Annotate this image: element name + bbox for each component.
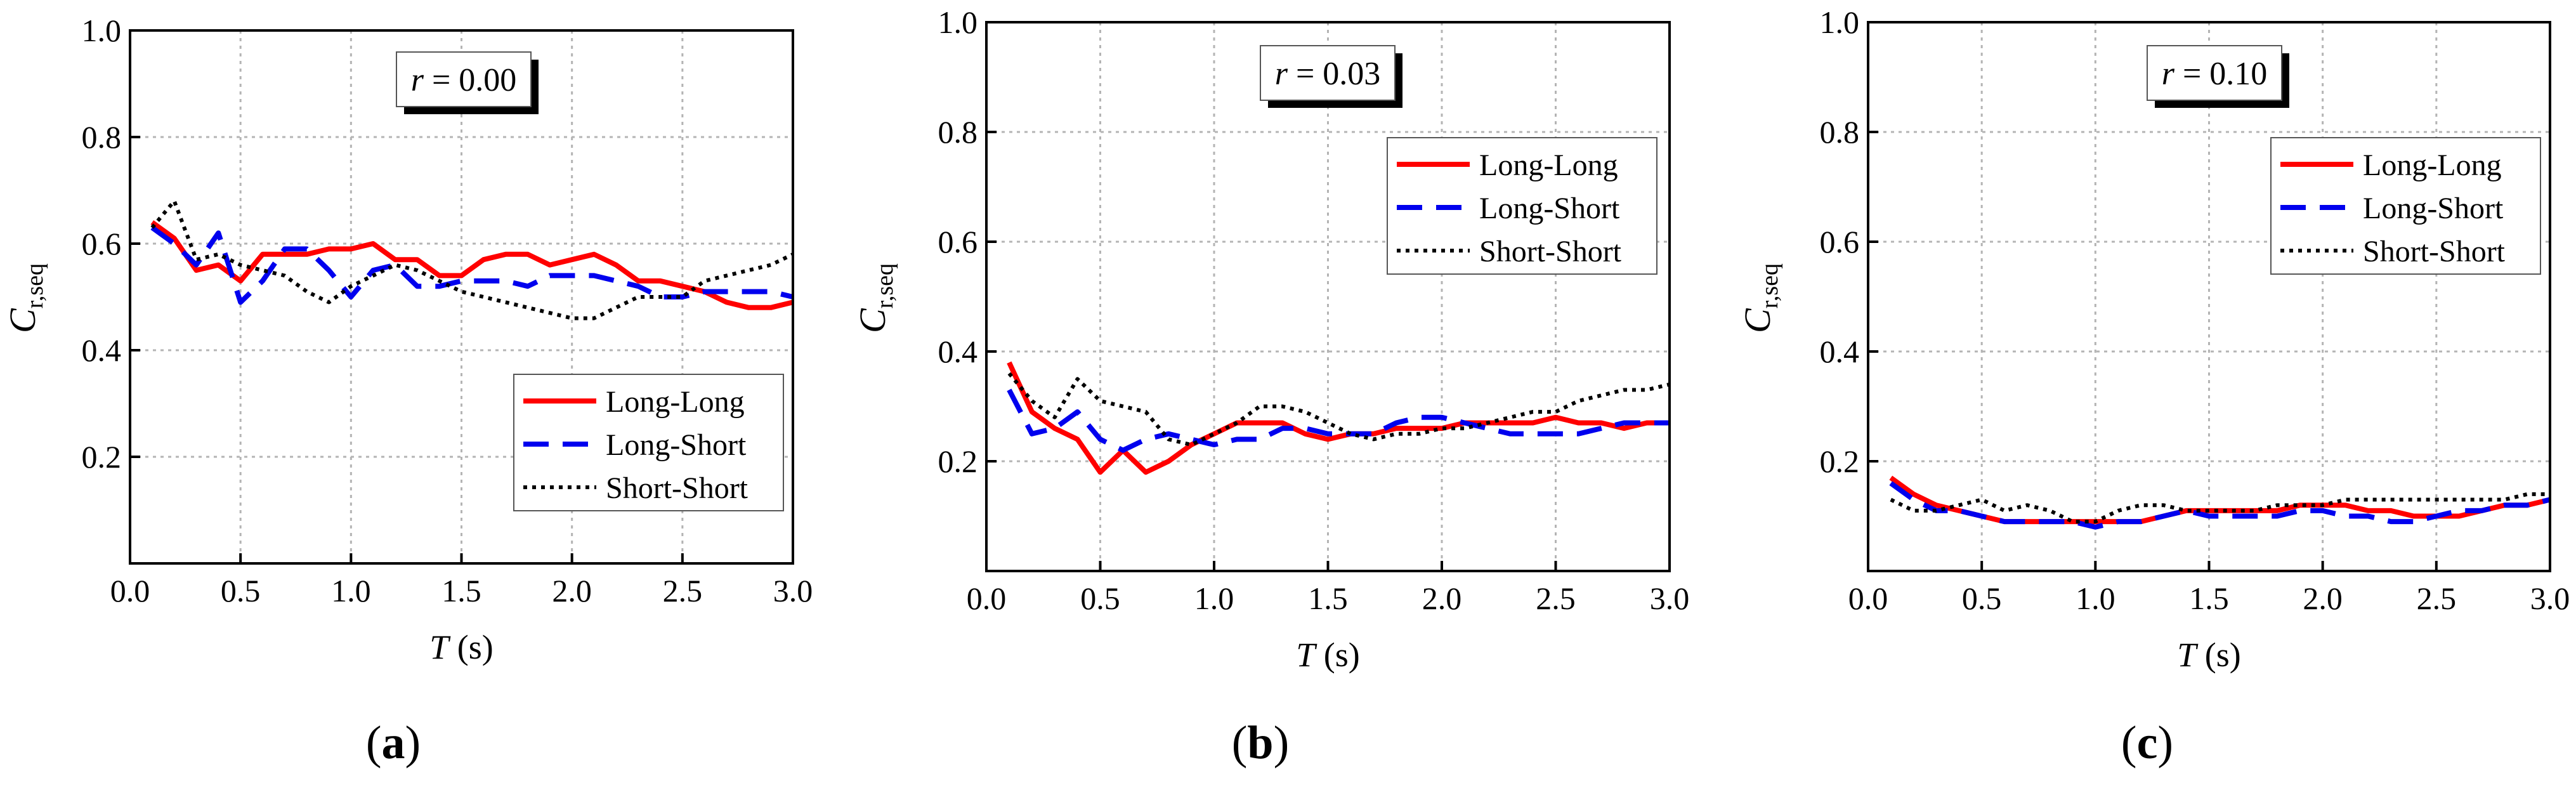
x-axis-label: T (s)	[429, 628, 494, 666]
legend-box	[513, 374, 784, 511]
y-tick-label: 1.0	[1820, 4, 1860, 40]
panel-label: (b)	[1232, 717, 1289, 769]
x-tick-label: 2.5	[2417, 581, 2457, 616]
y-tick-label: 0.4	[1820, 334, 1860, 369]
legend-box	[2270, 137, 2541, 275]
x-tick-label: 1.5	[1308, 581, 1348, 616]
x-tick-label: 1.0	[1194, 581, 1234, 616]
x-tick-label: 0.0	[967, 581, 1007, 616]
chart-panel-1: 0.0 0.5 1.0 1.5 2.0 2.5 3.0 0.2 0.4 0.6 0.8 1.0 T (s…	[2, 13, 813, 666]
x-tick-label: 1.5	[2189, 581, 2229, 616]
y-tick-label: 0.2	[82, 439, 122, 475]
series-line-long-long	[1007, 361, 1670, 475]
y-tick-label: 1.0	[938, 4, 978, 40]
legend-label-short-short: Short-Short	[606, 471, 749, 505]
legend-label-long-short: Long-Short	[1479, 192, 1620, 225]
chart-panel-3: 0.0 0.5 1.0 1.5 2.0 2.5 3.0 0.2 0.4 0.6 0.8 1.0 T (s…	[1737, 4, 2570, 674]
y-axis-label: Cr,seq	[1737, 263, 1783, 333]
annotation-box	[1260, 45, 1396, 101]
panel-label: (c)	[2121, 717, 2173, 769]
x-axis-label: T (s)	[1296, 636, 1360, 674]
legend-box	[1387, 137, 1657, 275]
x-tick-label: 3.0	[2530, 581, 2570, 616]
x-tick-label: 3.0	[1650, 581, 1690, 616]
x-tick-label: 1.0	[331, 573, 371, 608]
panel-label: (a)	[366, 717, 421, 769]
series-line-long-short	[1007, 388, 1670, 453]
chart-panel-2: 0.0 0.5 1.0 1.5 2.0 2.5 3.0 0.2 0.4 0.6 0.8 1.0 T (s…	[852, 4, 1689, 674]
x-tick-label: 0.5	[1080, 581, 1120, 616]
x-tick-label: 0.5	[221, 573, 261, 608]
y-tick-label: 0.2	[1820, 443, 1860, 479]
y-tick-label: 0.8	[82, 119, 122, 155]
y-tick-label: 0.4	[938, 334, 978, 369]
legend-label-long-short: Long-Short	[2363, 192, 2504, 225]
y-tick-label: 1.0	[82, 13, 122, 48]
y-tick-label: 0.6	[1820, 224, 1860, 259]
y-tick-label: 0.8	[938, 114, 978, 150]
y-axis-label: Cr,seq	[2, 263, 48, 333]
legend-label-long-short: Long-Short	[606, 428, 747, 462]
legend-label-short-short: Short-Short	[1479, 235, 1622, 268]
annotation-box	[2147, 45, 2282, 101]
x-axis-label: T (s)	[2177, 636, 2241, 674]
legend-label-long-long: Long-Long	[2363, 148, 2502, 182]
x-tick-label: 0.5	[1962, 581, 2002, 616]
x-tick-label: 2.0	[552, 573, 592, 608]
legend: Long-Long Long-Short Short-Short	[2270, 137, 2541, 275]
y-tick-label: 0.6	[938, 224, 978, 259]
x-tick-label: 1.5	[441, 573, 481, 608]
series-line-short-short	[150, 199, 794, 320]
x-tick-label: 2.0	[1422, 581, 1462, 616]
legend-label-long-long: Long-Long	[1479, 148, 1618, 182]
series-line-short-short	[1890, 492, 2550, 524]
legend-label-short-short: Short-Short	[2363, 235, 2506, 268]
x-tick-label: 1.0	[2076, 581, 2115, 616]
x-tick-label: 2.5	[1536, 581, 1576, 616]
x-tick-label: 3.0	[773, 573, 813, 608]
legend-label-long-long: Long-Long	[606, 385, 745, 419]
y-tick-label: 0.8	[1820, 114, 1860, 150]
series-line-long-short	[1889, 481, 2551, 530]
annotation-text: r = 0.10	[2162, 56, 2268, 92]
x-tick-label: 2.5	[663, 573, 703, 608]
legend: Long-Long Long-Short Short-Short	[1387, 137, 1657, 275]
y-tick-label: 0.6	[82, 226, 122, 261]
y-axis-label: Cr,seq	[852, 263, 898, 333]
x-tick-label: 2.0	[2303, 581, 2343, 616]
x-tick-label: 0.0	[110, 573, 150, 608]
legend: Long-Long Long-Short Short-Short	[513, 374, 784, 511]
series-line-long-long	[150, 220, 794, 310]
annotation-box	[396, 51, 532, 107]
x-tick-label: 0.0	[1848, 581, 1888, 616]
y-tick-label: 0.4	[82, 332, 122, 368]
annotation-text: r = 0.03	[1275, 56, 1381, 92]
y-tick-label: 0.2	[938, 443, 978, 479]
series-line-short-short	[1007, 372, 1670, 447]
annotation-text: r = 0.00	[411, 62, 517, 98]
